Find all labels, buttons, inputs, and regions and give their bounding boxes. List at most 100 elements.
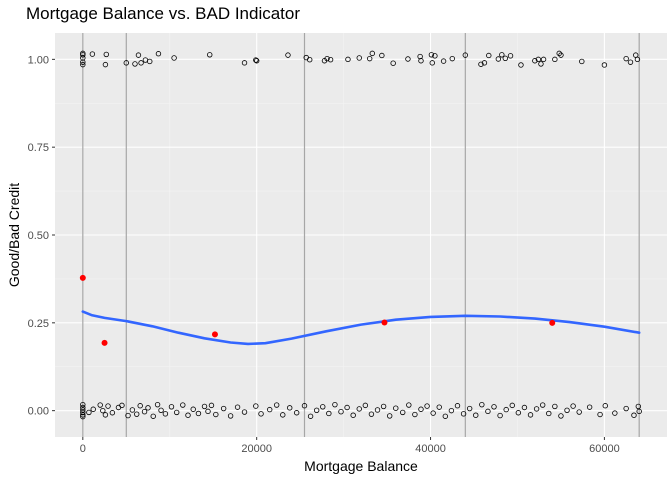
bin-mean-point (79, 274, 86, 281)
bin-mean-point (381, 319, 388, 326)
good-point (185, 412, 191, 418)
good-point (564, 407, 570, 414)
bad-point (369, 50, 376, 57)
chart-title: Mortgage Balance vs. BAD Indicator (26, 4, 301, 23)
good-point (466, 405, 473, 412)
good-point (307, 413, 314, 419)
good-point (267, 406, 273, 413)
good-point (293, 410, 300, 416)
good-point (80, 401, 86, 408)
good-point (430, 410, 436, 416)
good-point (393, 405, 399, 411)
bad-point (538, 61, 544, 67)
good-point (241, 409, 248, 415)
good-point (448, 407, 455, 414)
good-point (141, 409, 148, 415)
bad-point (428, 52, 435, 58)
bad-point (241, 60, 248, 66)
good-point (326, 410, 332, 417)
bad-point (499, 52, 505, 58)
smooth-curve-group (81, 310, 641, 346)
bin-mean-points (79, 274, 556, 346)
bad-point (345, 56, 351, 63)
good-point (460, 411, 467, 417)
good-point (154, 401, 161, 408)
good-point (287, 405, 293, 411)
bad-point (518, 62, 524, 68)
good-point (597, 411, 603, 418)
bin-break-lines (82, 33, 640, 437)
x-axis-title: Mortgage Balance (304, 458, 418, 474)
good-point (503, 406, 509, 413)
good-point (180, 402, 186, 408)
bad-point (103, 51, 109, 58)
good-point (386, 413, 393, 419)
good-point (338, 409, 344, 415)
bad-point (432, 53, 438, 59)
good-point (586, 404, 593, 410)
bad-point (147, 58, 153, 65)
good-point (454, 403, 461, 409)
good-point (368, 411, 375, 417)
good-point (442, 413, 449, 419)
good-point (158, 407, 164, 414)
bad-point (253, 57, 259, 63)
good-point (129, 407, 136, 413)
good-point (320, 404, 326, 410)
good-point (521, 404, 528, 411)
bad-point (379, 52, 385, 59)
bad-point (540, 56, 547, 63)
y-tick-label: 0.00 (28, 406, 49, 418)
bad-point (440, 58, 447, 64)
good-point (174, 409, 180, 416)
good-point (497, 412, 503, 419)
good-point (220, 405, 227, 412)
good-point (195, 410, 202, 417)
bad-point (462, 52, 469, 58)
good-point (491, 404, 497, 410)
bad-point (253, 58, 260, 64)
good-point (119, 402, 125, 409)
good-point (213, 411, 219, 418)
bad-point (627, 59, 634, 65)
good-point (479, 401, 485, 408)
bad-point (429, 60, 435, 66)
bad-point (132, 61, 138, 67)
good-point (350, 412, 356, 418)
good-point (473, 412, 479, 418)
bad-point (478, 61, 484, 67)
good-point (201, 403, 208, 410)
good-point (227, 413, 234, 419)
bad-credit-points (80, 50, 641, 68)
bad-point (502, 55, 509, 61)
good-point (380, 403, 387, 410)
good-point (424, 403, 430, 409)
bad-point (449, 55, 455, 62)
good-point (258, 411, 264, 417)
good-point (570, 403, 576, 409)
good-point (208, 402, 215, 409)
bad-point (80, 61, 86, 68)
good-point (137, 403, 143, 409)
y-axis-ticks: 0.00 0.25 0.50 0.75 1.00 (28, 54, 55, 418)
good-point (313, 407, 320, 414)
bad-point (285, 52, 291, 58)
good-point (533, 406, 540, 412)
good-point (602, 403, 608, 409)
y-tick-label: 0.50 (28, 230, 49, 242)
good-point (80, 413, 86, 420)
good-point (253, 403, 259, 409)
bad-point (135, 52, 142, 58)
bad-point (486, 52, 492, 59)
x-axis-ticks: 0 20000 40000 60000 (80, 437, 620, 455)
bad-point (366, 55, 373, 62)
good-point (134, 411, 140, 417)
bad-point (507, 53, 514, 59)
good-point (332, 401, 338, 408)
good-point (234, 404, 241, 410)
x-tick-label: 0 (80, 443, 86, 455)
bad-point (481, 60, 488, 66)
bad-point (80, 50, 86, 57)
good-point (374, 407, 381, 413)
good-point (109, 410, 116, 416)
